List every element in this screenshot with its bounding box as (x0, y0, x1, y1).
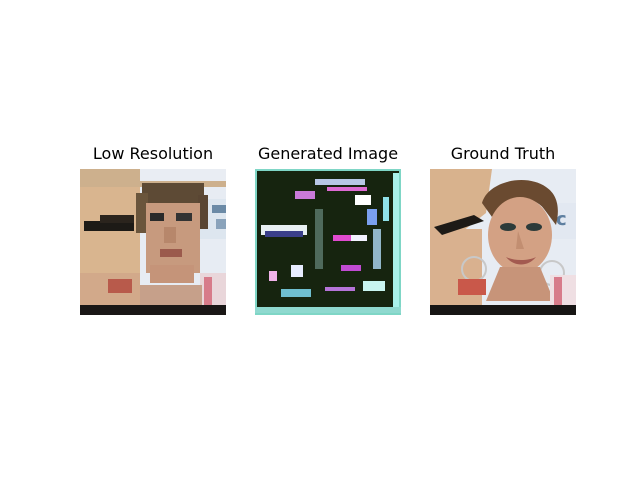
panel-title-ground-truth: Ground Truth (430, 142, 576, 166)
panel-ground-truth: Ground Truth c (430, 142, 576, 315)
panel-low-resolution: Low Resolution (80, 142, 226, 315)
panel-title-low-resolution: Low Resolution (80, 142, 226, 166)
ground-truth-image: c (430, 169, 576, 315)
panel-title-generated-image: Generated Image (255, 142, 401, 166)
low-resolution-image (80, 169, 226, 315)
generated-image (255, 169, 401, 315)
panel-generated-image: Generated Image (255, 142, 401, 315)
